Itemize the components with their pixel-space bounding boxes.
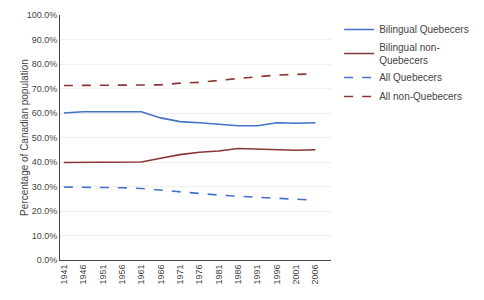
svg-text:50.0%: 50.0% [32,133,58,143]
svg-text:10.0%: 10.0% [32,231,58,241]
svg-text:2001: 2001 [291,265,301,285]
svg-text:40.0%: 40.0% [32,157,58,167]
svg-text:All Quebecers: All Quebecers [379,72,442,83]
svg-text:1941: 1941 [59,265,69,285]
svg-text:1996: 1996 [272,265,282,285]
svg-text:20.0%: 20.0% [32,206,58,216]
svg-text:100.0%: 100.0% [27,10,58,20]
svg-text:1981: 1981 [214,265,224,285]
svg-text:1956: 1956 [117,265,127,285]
svg-text:Bilingual non-Quebecers: Bilingual non-Quebecers [379,42,440,66]
svg-text:1946: 1946 [78,265,88,285]
svg-text:2006: 2006 [310,265,320,285]
svg-text:1966: 1966 [156,265,166,285]
svg-text:70.0%: 70.0% [32,84,58,94]
svg-text:1986: 1986 [233,265,243,285]
svg-text:Percentage of Canadian populat: Percentage of Canadian population [19,59,30,216]
svg-text:30.0%: 30.0% [32,182,58,192]
svg-text:90.0%: 90.0% [32,35,58,45]
svg-text:1961: 1961 [136,265,146,285]
svg-text:80.0%: 80.0% [32,59,58,69]
svg-text:Bilingual Quebecers: Bilingual Quebecers [379,24,469,35]
svg-text:1991: 1991 [252,265,262,285]
svg-text:60.0%: 60.0% [32,108,58,118]
svg-text:1951: 1951 [98,265,108,285]
svg-text:0.0%: 0.0% [37,255,58,265]
svg-text:1976: 1976 [194,265,204,285]
svg-text:All non-Quebecers: All non-Quebecers [379,91,462,102]
svg-text:1971: 1971 [175,265,185,285]
